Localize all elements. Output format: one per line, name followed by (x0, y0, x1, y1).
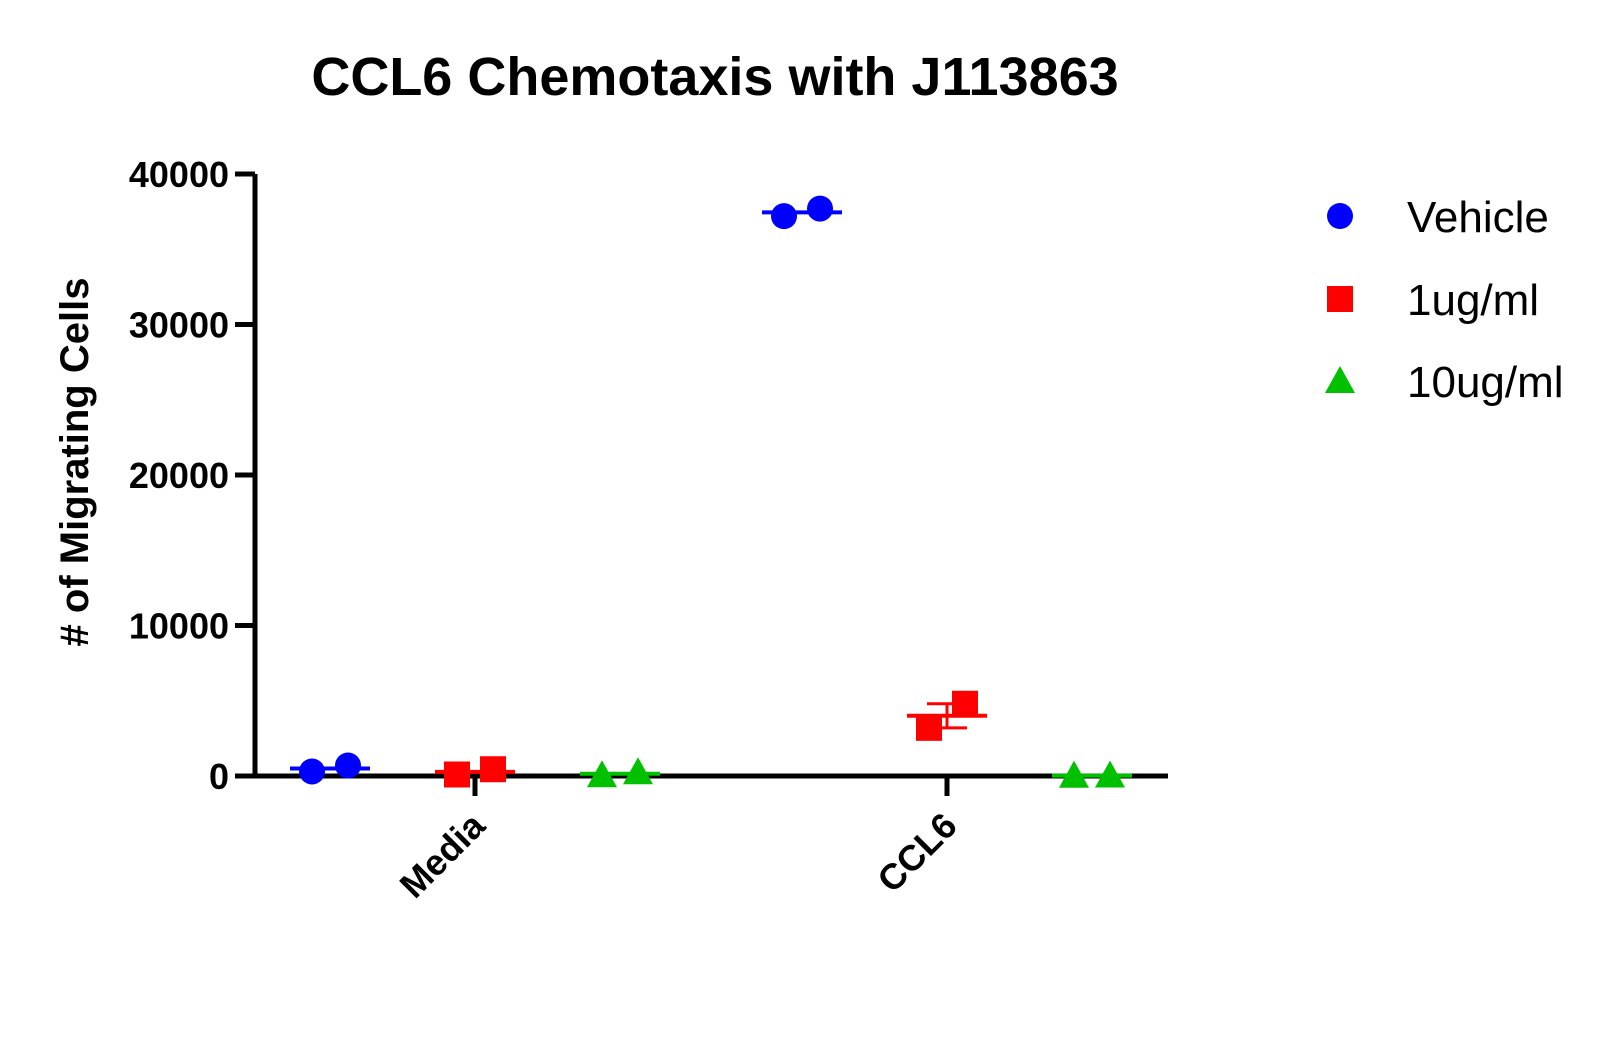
y-tick-label: 20000 (129, 455, 229, 496)
y-tick-label: 10000 (129, 606, 229, 647)
legend-marker (1327, 203, 1353, 229)
chart-title: CCL6 Chemotaxis with J113863 (311, 47, 1118, 107)
y-tick-label: 40000 (129, 154, 229, 195)
data-point (587, 760, 617, 788)
data-marks (290, 195, 1132, 788)
data-point (299, 758, 325, 785)
legend-label: 10ug/ml (1407, 358, 1564, 407)
data-point (444, 761, 470, 788)
x-tick-label: CCL6 (869, 805, 964, 900)
legend-marker (1327, 286, 1353, 312)
data-point (1095, 760, 1125, 788)
legend-label: Vehicle (1407, 193, 1549, 242)
legend: Vehicle 1ug/ml 10ug/ml (1325, 193, 1564, 407)
data-point (807, 195, 833, 222)
data-point (771, 203, 797, 230)
legend-marker (1325, 366, 1355, 393)
data-point (1059, 760, 1089, 788)
y-tick-label: 30000 (129, 305, 229, 346)
data-point (952, 690, 978, 717)
data-point (916, 714, 942, 741)
data-point (480, 756, 506, 783)
legend-label: 1ug/ml (1407, 276, 1539, 325)
x-tick-label: Media (392, 804, 494, 906)
axes: 0 10000 20000 30000 40000 Media CCL6 (129, 154, 1168, 906)
y-axis-label: # of Migrating Cells (53, 278, 97, 647)
data-point (623, 757, 653, 785)
data-point (335, 752, 361, 779)
y-tick-label: 0 (209, 756, 229, 797)
